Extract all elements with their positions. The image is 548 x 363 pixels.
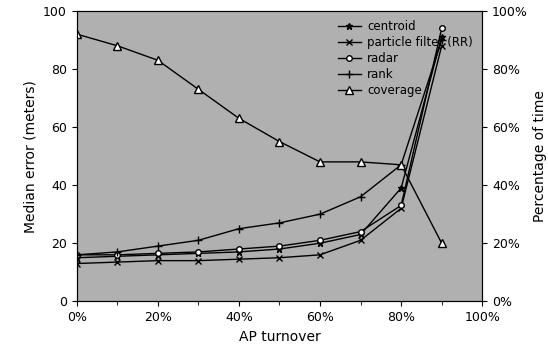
coverage [155,58,161,62]
Y-axis label: Median error (meters): Median error (meters) [24,79,38,233]
particle filter (RR) [195,258,202,263]
centroid [357,232,364,237]
centroid [236,250,242,254]
rank [114,250,121,254]
rank [276,221,283,225]
particle filter (RR) [114,260,121,264]
Line: radar: radar [74,25,444,258]
rank [357,195,364,199]
centroid [398,186,404,190]
radar [155,251,161,256]
centroid [438,35,445,39]
rank [236,227,242,231]
radar [73,253,80,257]
centroid [195,251,202,256]
Line: centroid: centroid [73,33,445,261]
rank [317,212,323,216]
coverage [114,44,121,48]
rank [438,38,445,42]
coverage [236,116,242,121]
coverage [73,32,80,36]
rank [155,244,161,248]
radar [438,26,445,30]
particle filter (RR) [73,261,80,266]
radar [398,203,404,208]
particle filter (RR) [155,258,161,263]
centroid [114,254,121,258]
Legend: centroid, particle filter (RR), radar, rank, coverage: centroid, particle filter (RR), radar, r… [334,17,476,101]
Line: particle filter (RR): particle filter (RR) [73,42,445,267]
particle filter (RR) [398,206,404,211]
particle filter (RR) [317,253,323,257]
coverage [398,163,404,167]
X-axis label: AP turnover: AP turnover [238,330,321,343]
centroid [73,256,80,260]
radar [114,253,121,257]
coverage [438,241,445,245]
rank [398,163,404,167]
particle filter (RR) [438,44,445,48]
centroid [317,241,323,245]
particle filter (RR) [236,257,242,261]
radar [357,229,364,234]
centroid [276,247,283,251]
coverage [357,160,364,164]
radar [195,250,202,254]
radar [236,247,242,251]
coverage [317,160,323,164]
radar [276,244,283,248]
rank [73,253,80,257]
Line: coverage: coverage [72,30,446,247]
radar [317,238,323,242]
centroid [155,253,161,257]
rank [195,238,202,242]
particle filter (RR) [276,256,283,260]
Line: rank: rank [72,36,446,259]
particle filter (RR) [357,238,364,242]
coverage [195,87,202,91]
Y-axis label: Percentage of time: Percentage of time [533,90,547,222]
coverage [276,139,283,144]
